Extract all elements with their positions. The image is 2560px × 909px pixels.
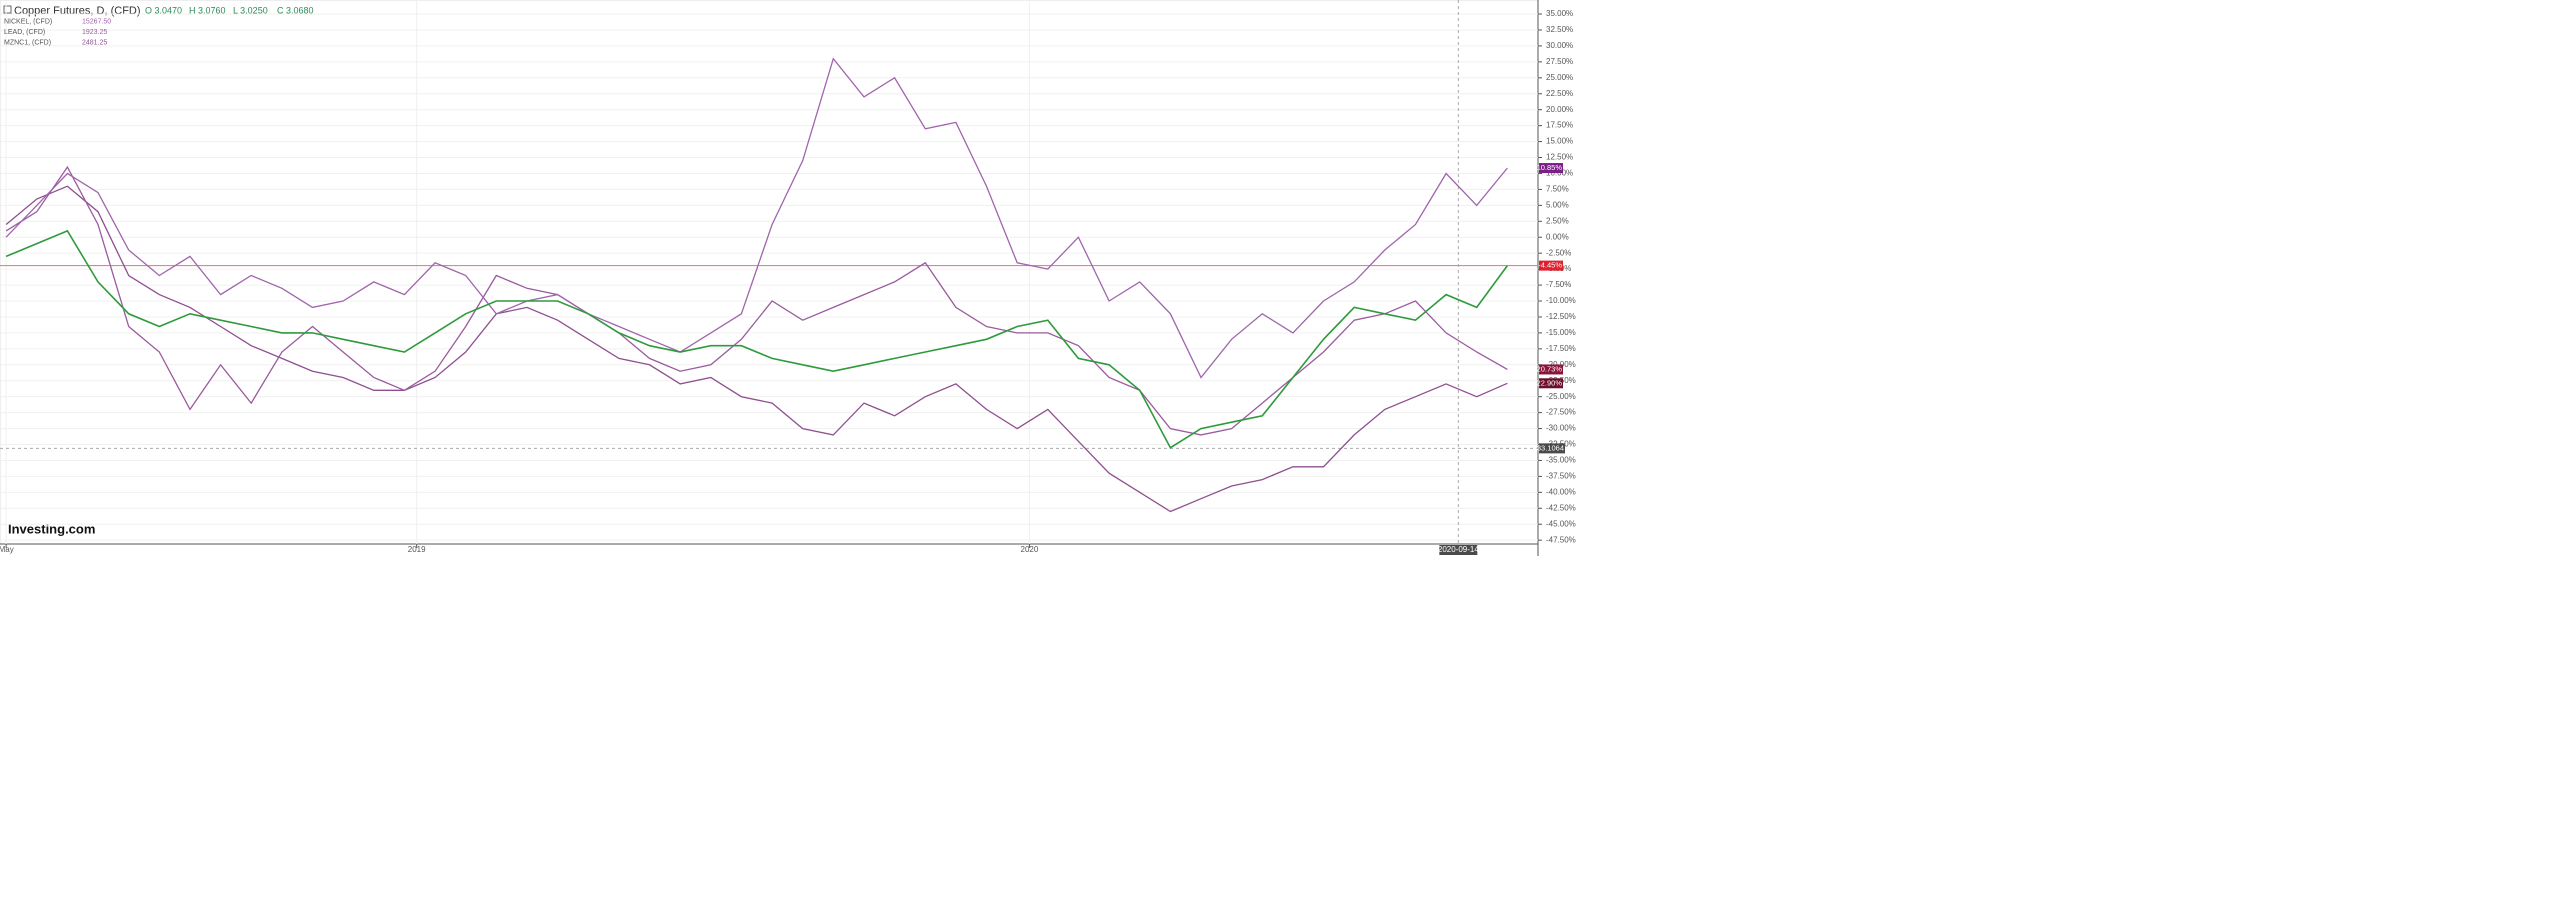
y-tick-label: -25.00% <box>1546 392 1576 401</box>
series-line <box>5 57 1508 379</box>
legend-value: 2481.25 <box>82 39 107 46</box>
x-tick-label: 2020 <box>1021 545 1039 554</box>
y-tick-label: 35.00% <box>1546 9 1573 18</box>
legend-name[interactable]: MZNC1, (CFD) <box>4 39 51 46</box>
y-tick-label: -7.50% <box>1546 280 1571 289</box>
y-tick-label: 30.00% <box>1546 41 1573 50</box>
chart-title: Copper Futures, D, (CFD) <box>14 5 141 17</box>
ohlc-value: O 3.0470 <box>145 5 182 15</box>
price-badge <box>1539 364 1563 375</box>
price-badge-label: -4.45% <box>1538 261 1562 270</box>
crosshair-x-badge <box>1439 545 1478 555</box>
legend-value: 1923.25 <box>82 29 107 36</box>
y-tick-label: -47.50% <box>1546 535 1576 544</box>
y-tick-label: -12.50% <box>1546 312 1576 321</box>
y-tick-label: -37.50% <box>1546 472 1576 481</box>
y-tick-label: -10.00% <box>1546 296 1576 305</box>
price-badge-label: -20.73% <box>1534 364 1562 373</box>
legend-value: 15267.50 <box>82 18 111 25</box>
x-tick-label: May <box>0 545 14 554</box>
legend-name[interactable]: NICKEL, (CFD) <box>4 18 52 25</box>
plot-area <box>0 0 1539 545</box>
y-tick-label: -45.00% <box>1546 519 1576 528</box>
y-tick-label: -15.00% <box>1546 328 1576 337</box>
y-tick-label: -2.50% <box>1546 248 1571 257</box>
y-tick-label: 25.00% <box>1546 73 1573 82</box>
price-badge-label: -22.90% <box>1534 378 1562 387</box>
logo: Investing.com <box>8 521 95 536</box>
y-tick-label: -20.00% <box>1546 360 1576 369</box>
y-tick-label: 7.50% <box>1546 185 1569 194</box>
y-tick-label: 0.00% <box>1546 232 1569 241</box>
price-badge <box>1539 378 1563 389</box>
ohlc-value: L 3.0250 <box>233 5 268 15</box>
y-tick-label: 27.50% <box>1546 57 1573 66</box>
legend-name[interactable]: LEAD, (CFD) <box>4 29 45 36</box>
y-tick-label: 20.00% <box>1546 105 1573 114</box>
y-tick-label: -30.00% <box>1546 424 1576 433</box>
y-tick-label: 12.50% <box>1546 153 1573 162</box>
crosshair-x-label: 2020-09-14 <box>1438 545 1479 554</box>
y-tick-label: 32.50% <box>1546 25 1573 34</box>
price-badge-label: 10.85% <box>1537 163 1563 172</box>
y-tick-label: -17.50% <box>1546 344 1576 353</box>
series-line <box>5 229 1509 449</box>
y-tick-label: 22.50% <box>1546 89 1573 98</box>
y-tick-label: -42.50% <box>1546 503 1576 512</box>
collapse-icon[interactable] <box>3 5 12 14</box>
y-tick-label: -35.00% <box>1546 456 1576 465</box>
crosshair-badge-label: -33.1064 <box>1534 443 1564 452</box>
y-tick-label: 17.50% <box>1546 121 1573 130</box>
price-badge <box>1539 163 1563 174</box>
series-line <box>5 165 1508 436</box>
price-badge <box>1539 260 1563 271</box>
y-tick-label: -40.00% <box>1546 487 1576 496</box>
y-tick-label: 10.00% <box>1546 169 1573 178</box>
ohlc-value: H 3.0760 <box>189 5 226 15</box>
y-tick-label: -27.50% <box>1546 408 1576 417</box>
x-tick-label: 2019 <box>408 545 426 554</box>
y-tick-label: 15.00% <box>1546 137 1573 146</box>
y-tick-label: 2.50% <box>1546 216 1569 225</box>
crosshair-badge <box>1539 443 1565 454</box>
series-line <box>5 185 1508 513</box>
ohlc-value: C 3.0680 <box>277 5 314 15</box>
y-tick-label: 5.00% <box>1546 200 1569 209</box>
